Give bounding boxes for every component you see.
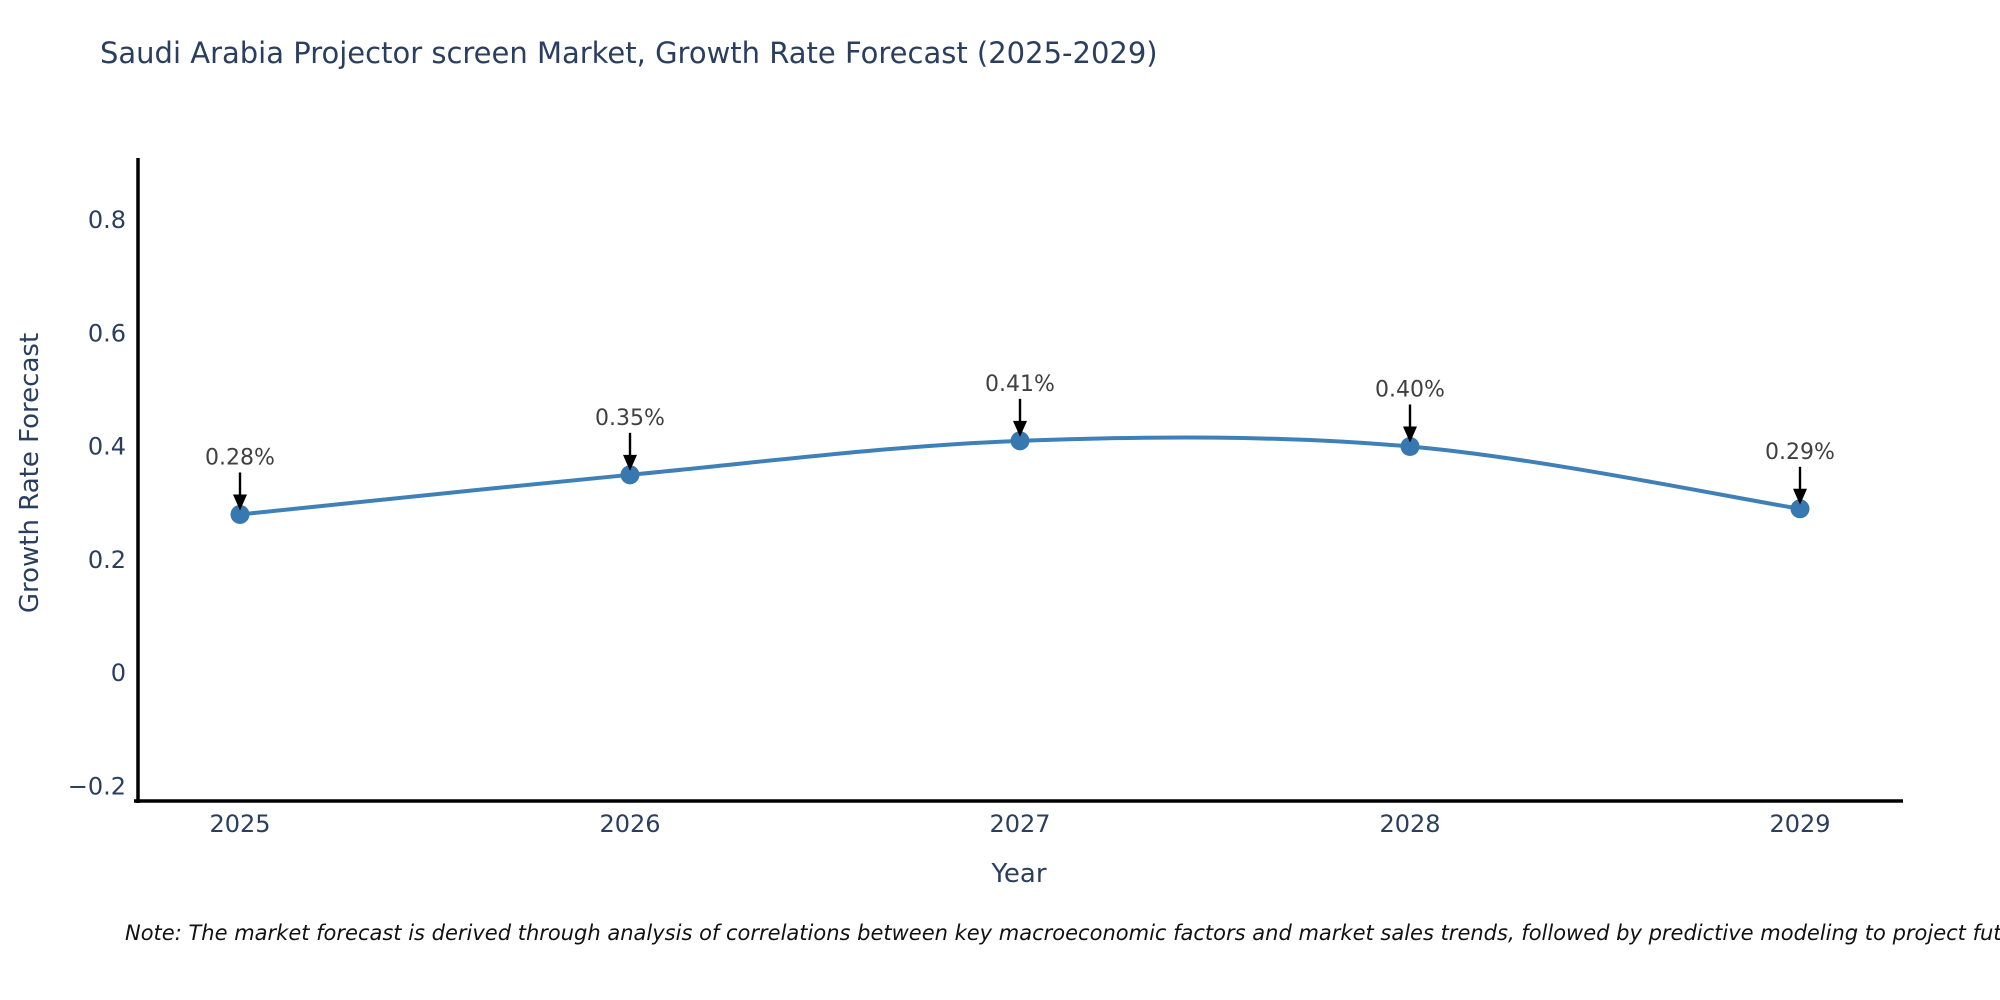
data-point-marker xyxy=(1010,431,1030,451)
x-tick-label: 2026 xyxy=(599,810,660,838)
y-tick-label: −0.2 xyxy=(68,772,126,800)
x-tick-label: 2029 xyxy=(1769,810,1830,838)
y-tick-label: 0.2 xyxy=(88,546,126,574)
y-tick-label: 0.4 xyxy=(88,433,126,461)
x-tick-label: 2027 xyxy=(989,810,1050,838)
data-point-marker xyxy=(1790,499,1810,519)
data-point-marker xyxy=(1400,437,1420,456)
x-tick-label: 2025 xyxy=(209,810,270,838)
annotation-arrowhead xyxy=(1403,426,1417,443)
point-annotation-label: 0.29% xyxy=(1765,440,1835,465)
annotation-arrowhead xyxy=(1013,420,1027,437)
annotation-arrowhead xyxy=(1793,488,1807,505)
footnote: Note: The market forecast is derived thr… xyxy=(125,921,2000,945)
y-tick-label: 0 xyxy=(111,659,126,687)
chart-title: Saudi Arabia Projector screen Market, Gr… xyxy=(100,36,1158,70)
y-tick-label: 0.6 xyxy=(88,319,126,347)
point-annotation-label: 0.28% xyxy=(205,445,275,470)
data-point-marker xyxy=(230,504,250,524)
annotation-arrowhead xyxy=(623,454,637,471)
y-axis-title: Growth Rate Forecast xyxy=(15,333,45,613)
point-annotation-label: 0.35% xyxy=(595,406,665,431)
annotation-arrowhead xyxy=(233,494,247,511)
y-tick-label: 0.8 xyxy=(88,206,126,234)
x-tick-label: 2028 xyxy=(1379,810,1440,838)
point-annotation-label: 0.41% xyxy=(985,372,1055,397)
x-axis-title: Year xyxy=(990,859,1046,889)
data-point-marker xyxy=(620,465,640,485)
point-annotation-label: 0.40% xyxy=(1375,378,1445,403)
